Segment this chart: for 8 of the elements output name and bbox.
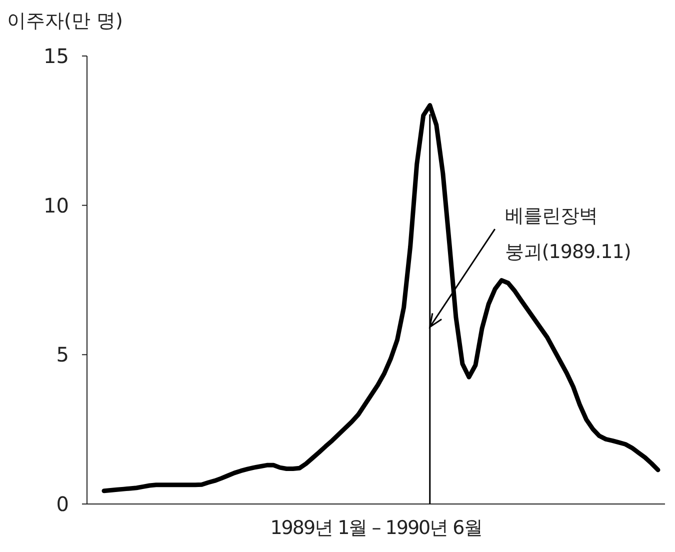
y-axis-title: 이주자(만 명) xyxy=(7,10,123,32)
line-series xyxy=(102,103,660,494)
y-tick-label: 15 xyxy=(44,44,69,68)
y-tick-label: 0 xyxy=(56,492,69,516)
y-tick-label: 10 xyxy=(44,193,69,218)
y-tick-label: 5 xyxy=(56,342,69,367)
x-axis-title: 1989년 1월 – 1990년 6월 xyxy=(270,517,482,539)
annotation: 베를린장벽 붕괴(1989.11) xyxy=(504,205,631,264)
